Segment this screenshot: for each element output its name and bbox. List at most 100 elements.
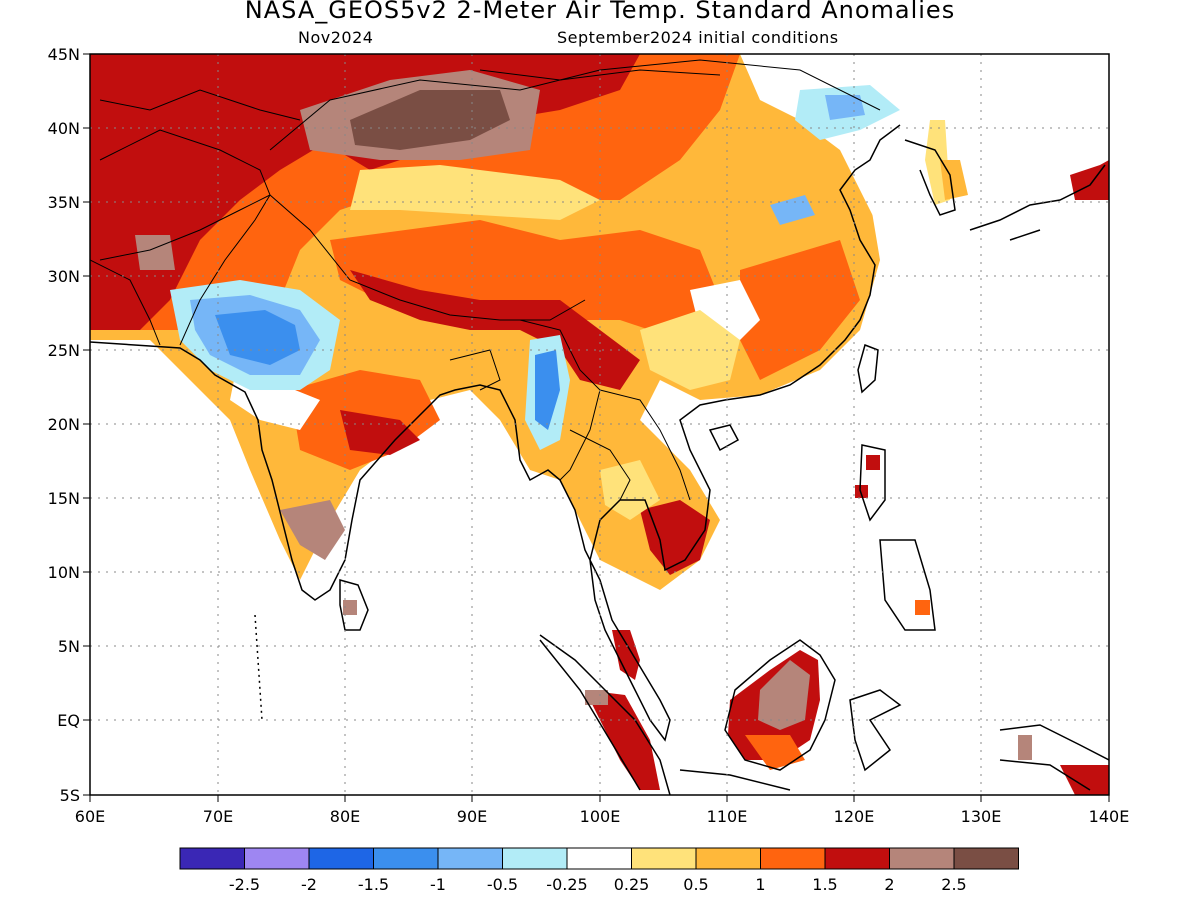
lat-label: 15N [48, 489, 80, 508]
colorbar-label: -2.5 [229, 875, 260, 894]
latitude-labels: 45N 40N 35N 30N 25N 20N 15N 10N 5N EQ 5S [48, 45, 80, 805]
anomaly-region-red-india [340, 410, 420, 455]
anomaly-region-brown-3 [280, 500, 345, 560]
colorbar-swatch [244, 847, 310, 870]
lat-label: 35N [48, 193, 80, 212]
lon-label: 140E [1089, 807, 1130, 826]
anomaly-region-red-tibet [350, 270, 640, 390]
anomaly-region-philippines [866, 455, 880, 470]
anomaly-region-orange-red-2 [330, 220, 720, 340]
coastline-mainland [90, 124, 901, 742]
anomaly-region-yellow [350, 165, 600, 220]
colorbar-swatch [308, 847, 374, 870]
colorbar-label: -2 [301, 875, 317, 894]
anomaly-region-sumatra [585, 690, 660, 790]
colorbar-label: 2 [884, 875, 894, 894]
coastline-srilanka [339, 579, 369, 631]
border-mongolia [479, 69, 721, 81]
anomaly-region-srilanka [343, 600, 357, 615]
colorbar-swatch [566, 847, 632, 870]
lon-label: 80E [330, 807, 360, 826]
anomaly-region-mindanao [915, 600, 930, 615]
colorbar-swatch [373, 847, 439, 870]
lat-label: 30N [48, 267, 80, 286]
graticule [90, 54, 1109, 795]
lon-label: 100E [580, 807, 621, 826]
forecast-month: Nov2024 [298, 28, 374, 47]
lat-label: 5S [60, 786, 80, 805]
coastlines [90, 124, 1109, 795]
anomaly-region-borneo-brown [758, 660, 810, 730]
coastline-hainan [708, 424, 740, 452]
lat-label: 45N [48, 45, 80, 64]
coastline-japan [969, 164, 1106, 241]
anomaly-region-cambodia [640, 500, 710, 575]
lat-label: 25N [48, 341, 80, 360]
country-borders [90, 59, 881, 501]
colorbar-label: 2.5 [941, 875, 966, 894]
colorbar-label: -1 [430, 875, 446, 894]
anomaly-region-blue [215, 310, 300, 365]
coastline-borneo [724, 639, 836, 771]
colorbar-swatch [695, 847, 761, 870]
anomaly-region-brown-2 [135, 235, 175, 270]
anomaly-region-ne-blue2 [825, 95, 865, 120]
border-central-asia [99, 89, 301, 121]
initial-conditions-label: September2024 initial conditions [557, 28, 839, 47]
anomaly-region-malaya [612, 630, 640, 680]
colorbar-swatch [760, 847, 826, 870]
anomaly-region-dark-brown [350, 90, 510, 150]
colorbar-label: 1 [755, 875, 765, 894]
anomaly-region-newguinea-brown [1018, 735, 1032, 760]
colorbar: -2.5 -2 -1.5 -1 -0.5 -0.25 0.25 0.5 1 1.5 2 2.5 [179, 847, 1019, 894]
coastline-taiwan [857, 344, 879, 394]
lat-label: 40N [48, 119, 80, 138]
coastline-korea [904, 139, 956, 216]
colorbar-swatch [953, 847, 1019, 870]
map-title: NASA_GEOS5v2 2-Meter Air Temp. Standard … [244, 0, 956, 24]
border-iran [90, 259, 161, 346]
anomaly-field [90, 54, 1109, 795]
colorbar-swatch [824, 847, 890, 870]
lat-label: 5N [58, 637, 80, 656]
border-laos-vietnam [599, 389, 691, 501]
colorbar-label: -0.25 [546, 875, 587, 894]
anomaly-region-orange-red-3 [740, 240, 860, 380]
tick-marks [83, 53, 1110, 802]
coastline-philippines [859, 444, 936, 631]
lon-label: 70E [203, 807, 233, 826]
coastline-java [679, 769, 791, 791]
lat-label: 10N [48, 563, 80, 582]
lon-label: 90E [457, 807, 487, 826]
colorbar-label: 0.5 [683, 875, 708, 894]
coastline-maldives [254, 614, 263, 721]
colorbar-swatch [179, 847, 245, 870]
lon-label: 110E [707, 807, 748, 826]
lon-label: 120E [834, 807, 875, 826]
colorbar-swatch [889, 847, 955, 870]
border-afghanistan [99, 129, 271, 261]
lat-label: EQ [57, 711, 80, 730]
colorbar-label: -1.5 [358, 875, 389, 894]
colorbar-label: -0.5 [487, 875, 518, 894]
anomaly-region-sumatra-brown [585, 690, 608, 705]
colorbar-swatch [502, 847, 568, 870]
lon-label: 130E [961, 807, 1002, 826]
border-himalaya [269, 194, 586, 321]
border-bangladesh [449, 349, 501, 391]
colorbar-swatch [631, 847, 697, 870]
anomaly-region-borneo-orange [745, 735, 805, 770]
lon-label: 60E [75, 807, 105, 826]
colorbar-swatch [437, 847, 503, 870]
border-india-pakistan [179, 194, 271, 346]
anomaly-region-myanmar-blue [535, 350, 560, 430]
colorbar-label: 0.25 [614, 875, 650, 894]
anomaly-region-newguinea [1060, 765, 1109, 795]
lat-label: 20N [48, 415, 80, 434]
border-thailand [569, 429, 631, 501]
anomaly-region-philippines-2 [855, 485, 868, 498]
colorbar-label: 1.5 [812, 875, 837, 894]
longitude-labels: 60E 70E 80E 90E 100E 110E 120E 130E 140E [75, 807, 1130, 826]
coastline-sumatra [539, 634, 671, 795]
